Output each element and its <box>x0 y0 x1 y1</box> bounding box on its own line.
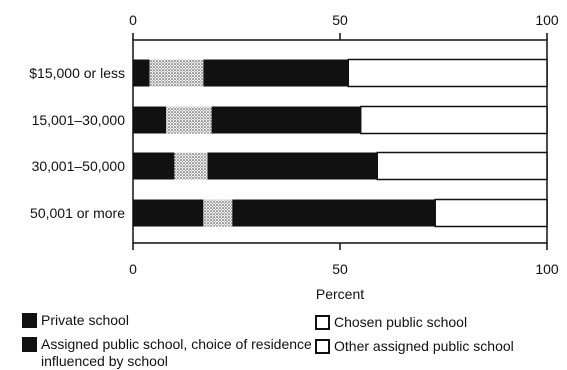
legend-item-other-assigned: Other assigned public school <box>315 338 514 355</box>
legend-label-chosen-public: Chosen public school <box>334 314 468 330</box>
bottom-tick-label: 0 <box>129 261 137 277</box>
chosen-public-swatch <box>315 315 330 330</box>
bar-segment-chosen-public-school <box>166 106 212 134</box>
bar-segment-private-school <box>133 152 175 180</box>
bar-segment-private-school <box>133 199 204 227</box>
bar-segment-assigned-public-school-choice-of-residence-influenced-by-school <box>207 152 378 180</box>
bar-segment-assigned-public-school-choice-of-residence-influenced-by-school <box>232 199 436 227</box>
bar-segment-other-assigned-public-school <box>347 58 548 88</box>
bar-segment-assigned-public-school-choice-of-residence-influenced-by-school <box>203 59 349 87</box>
bar-segment-chosen-public-school <box>203 199 233 227</box>
legend-item-private-school: Private school <box>22 312 129 329</box>
legend-item-assigned-influenced: Assigned public school, choice of reside… <box>22 336 312 370</box>
bar-segment-other-assigned-public-school <box>376 151 548 181</box>
legend-item-chosen-public: Chosen public school <box>315 314 467 331</box>
bar-segment-chosen-public-school <box>149 59 204 87</box>
top-tick-label: 50 <box>332 12 348 28</box>
bar-segment-private-school <box>133 106 167 134</box>
bar-segment-private-school <box>133 59 150 87</box>
category-label: 30,001–50,000 <box>32 158 126 174</box>
category-label: $15,000 or less <box>29 65 125 81</box>
bar-segment-chosen-public-school <box>174 152 208 180</box>
bar-segment-assigned-public-school-choice-of-residence-influenced-by-school <box>211 106 361 134</box>
top-tick-label: 100 <box>535 12 559 28</box>
stacked-bar-chart: 0 50 100 0 50 100 $15,000 or less 15,001–30,0… <box>29 12 559 302</box>
category-label: 50,001 or more <box>30 205 125 221</box>
other-assigned-swatch <box>315 339 330 354</box>
assigned-influenced-swatch <box>22 337 37 352</box>
bar-segment-other-assigned-public-school <box>359 105 548 135</box>
bottom-tick-label: 100 <box>535 261 559 277</box>
legend-label-private-school: Private school <box>41 312 129 328</box>
top-tick-label: 0 <box>129 12 137 28</box>
bottom-tick-label: 50 <box>332 261 348 277</box>
bar-segment-other-assigned-public-school <box>434 198 548 228</box>
private-school-swatch <box>22 313 37 328</box>
legend-label-assigned-influenced: Assigned public school, choice of reside… <box>41 336 312 369</box>
category-label: 15,001–30,000 <box>32 112 126 128</box>
x-axis-label: Percent <box>316 286 364 302</box>
legend-label-other-assigned: Other assigned public school <box>334 338 514 354</box>
